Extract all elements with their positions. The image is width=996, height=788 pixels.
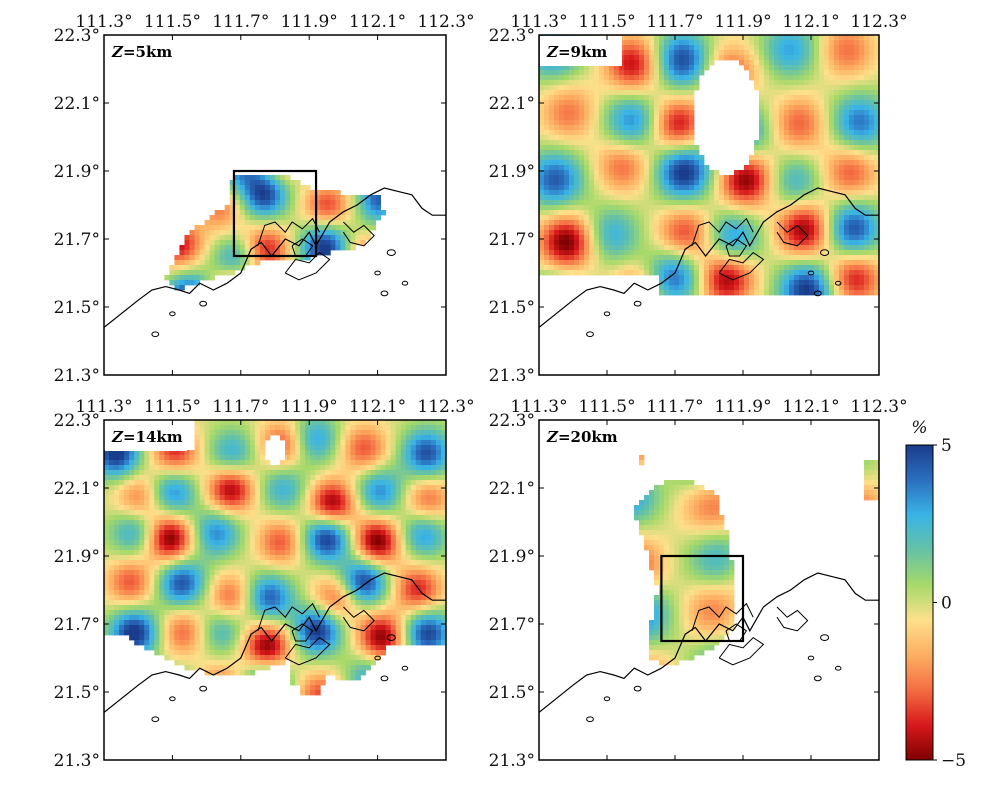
x-tick-label: 111.9° [281,397,338,417]
heatmap-field [164,175,387,291]
x-tick-label: 111.9° [714,397,771,417]
y-tick-label: 21.3° [54,366,100,386]
x-tick-label: 112.3° [850,397,907,417]
study-area-box [660,554,745,643]
x-tick-label: 112.1° [782,12,839,32]
depth-label-value: =14km [123,428,183,446]
y-tick-label: 22.3° [489,411,535,431]
x-tick-label: 112.1° [349,397,406,417]
x-tick-label: 111.3° [510,397,567,417]
x-tick-label: 112.3° [417,397,474,417]
panel-frame [103,419,447,761]
depth-label: Z=5km [111,43,172,61]
x-tick-label: 111.9° [281,12,338,32]
depth-label: Z=14km [111,428,183,446]
depth-label-variable: Z [546,428,559,446]
x-tick-label: 111.9° [714,12,771,32]
y-tick-label: 21.5° [54,298,100,318]
y-tick-label: 22.3° [54,411,100,431]
panel-z20: Z=20km 111.3° 111.5° 111.7° 111.9° 112.1° 112.… [489,397,908,771]
x-tick-label: 111.7° [646,397,703,417]
depth-label-background [105,421,187,451]
y-tick-label: 21.7° [54,230,100,250]
y-tick-label: 21.5° [489,683,535,703]
panel-frame [538,419,880,761]
depth-label-background [105,36,187,66]
x-tick-label: 111.5° [578,397,635,417]
x-tick-label: 111.7° [646,12,703,32]
y-tick-label: 22.1° [489,94,535,114]
coastline [539,572,879,723]
x-tick-label: 111.3° [75,12,132,32]
panel-z9: Z=9km 111.3° 111.5° 111.7° 111.9° 112.1° 112.3… [489,12,908,386]
heatmap-field [634,455,879,666]
y-tick-label: 22.1° [54,479,100,499]
coastline [104,187,446,338]
depth-label-value: =9km [558,43,607,61]
depth-label: Z=20km [546,428,618,446]
x-tick-label: 112.1° [349,12,406,32]
y-tick-label: 21.5° [489,298,535,318]
y-tick-label: 22.3° [54,26,100,46]
depth-label-value: =20km [558,428,618,446]
y-tick-label: 21.7° [489,615,535,635]
y-tick-label: 22.3° [489,26,535,46]
depth-label-background [540,421,622,451]
colorbar-unit: % [911,418,927,438]
colorbar-tick-label: 5 [941,436,952,456]
x-tick-label: 112.3° [850,12,907,32]
y-tick-label: 21.3° [489,366,535,386]
y-tick-label: 21.7° [54,615,100,635]
study-area-box [232,169,318,258]
heatmap-field [104,420,446,696]
x-tick-label: 111.3° [510,12,567,32]
x-tick-label: 111.3° [75,397,132,417]
y-tick-label: 22.1° [489,479,535,499]
x-tick-label: 111.5° [144,397,201,417]
y-tick-label: 21.3° [54,751,100,771]
coastline [539,187,879,338]
depth-label-value: =5km [123,43,172,61]
y-tick-label: 21.9° [489,547,535,567]
y-tick-label: 21.3° [489,751,535,771]
depth-label-variable: Z [546,43,559,61]
depth-label-variable: Z [111,43,124,61]
colorbar-tick-label: −5 [941,751,966,771]
y-tick-label: 21.9° [54,162,100,182]
depth-label-background [540,36,622,66]
y-tick-label: 21.5° [54,683,100,703]
colorbar-gradient [905,444,934,761]
panel-frame [103,34,447,376]
panel-z14: Z=14km 111.3° 111.5° 111.7° 111.9° 112.1° 112.… [54,397,475,771]
y-tick-label: 22.1° [54,94,100,114]
x-tick-label: 111.5° [144,12,201,32]
depth-label: Z=9km [546,43,607,61]
y-tick-label: 21.7° [489,230,535,250]
x-tick-label: 112.3° [417,12,474,32]
depth-label-variable: Z [111,428,124,446]
x-tick-label: 111.5° [578,12,635,32]
x-tick-label: 111.7° [212,397,269,417]
y-tick-label: 21.9° [54,547,100,567]
colorbar: % 5 0 −5 [905,418,966,771]
panel-z5: Z=5km 111.3° 111.5° 111.7° 111.9° 112.1° 112.3… [54,12,475,386]
heatmap-field [539,35,879,296]
x-tick-label: 111.7° [212,12,269,32]
y-tick-label: 21.9° [489,162,535,182]
x-tick-label: 112.1° [782,397,839,417]
coastline [104,572,446,723]
colorbar-tick-label: 0 [941,594,952,614]
panel-frame [538,34,880,376]
